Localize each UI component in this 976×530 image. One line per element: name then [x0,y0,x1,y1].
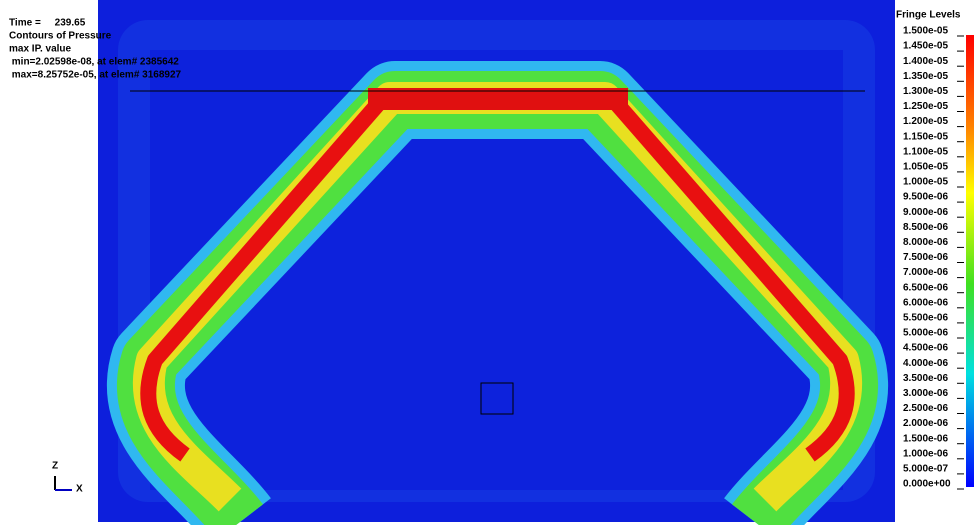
x-label: X [76,484,83,495]
fringe-level: 7.500e-06 [903,252,948,263]
contour-top [368,88,628,110]
fringe-level: 1.450e-05 [903,41,948,52]
fringe-level: 3.500e-06 [903,373,948,384]
fringe-title: Fringe Levels [896,10,961,21]
fringe-level: 5.500e-06 [903,313,948,324]
fringe-level: 1.050e-05 [903,162,948,173]
fringe-level: 4.500e-06 [903,343,948,354]
fringe-level: 9.000e-06 [903,207,948,218]
fringe-bar [966,35,974,487]
fringe-level: 1.400e-05 [903,56,948,67]
fringe-level: 5.000e-06 [903,328,948,339]
fringe-level: 8.500e-06 [903,222,948,233]
header: Time = 239.65 Contours of Pressure max I… [9,18,182,81]
fringe-level: 2.000e-06 [903,418,948,429]
title: Contours of Pressure [9,31,112,42]
min-info: min=2.02598e-08, at elem# 2385642 [9,57,179,68]
fringe-level: 1.000e-05 [903,177,948,188]
fringe-level: 7.000e-06 [903,267,948,278]
time: Time = 239.65 [9,18,86,29]
fringe-level: 4.000e-06 [903,358,948,369]
fringe-level: 6.500e-06 [903,282,948,293]
fringe-level: 3.000e-06 [903,388,948,399]
triad: Z X [52,461,83,495]
fringe-level: 1.300e-05 [903,86,948,97]
fringe-level: 1.200e-05 [903,116,948,127]
fringe-level: 1.100e-05 [903,146,948,157]
z-label: Z [52,461,58,472]
fringe-level: 8.000e-06 [903,237,948,248]
fringe-level: 5.000e-07 [903,464,948,475]
fringe-level: 6.000e-06 [903,297,948,308]
fringe-level: 2.500e-06 [903,403,948,414]
fringe-level: 1.250e-05 [903,101,948,112]
fringe-level: 1.500e-05 [903,26,948,37]
fringe-level: 0.000e+00 [903,479,951,490]
subtitle: max IP. value [9,44,72,55]
fringe-level: 1.350e-05 [903,71,948,82]
max-info: max=8.25752e-05, at elem# 3168927 [9,70,182,81]
fringe-level: 9.500e-06 [903,192,948,203]
fringe-level: 1.150e-05 [903,131,948,142]
selection-box [480,382,514,415]
fringe-level: 1.000e-06 [903,448,948,459]
fringe-level: 1.500e-06 [903,433,948,444]
